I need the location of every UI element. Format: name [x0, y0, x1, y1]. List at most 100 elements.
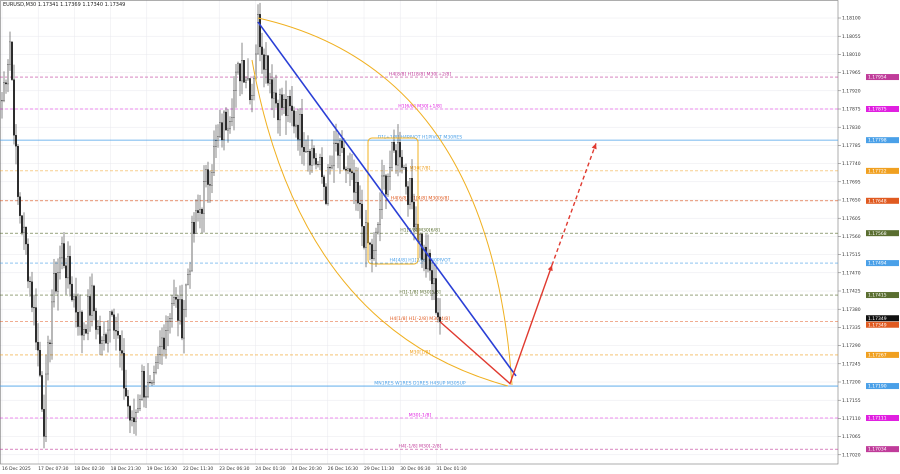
- y-tick-label: 1.17965: [842, 70, 861, 76]
- candle-body: [329, 167, 331, 169]
- murrey-level-label: D1[+1/8] H4PIVOT H1PIVOT M30RES: [378, 135, 463, 141]
- candle-body: [335, 142, 337, 144]
- candle-body: [259, 14, 261, 48]
- candle-body: [409, 178, 411, 205]
- candle-body: [405, 167, 407, 187]
- candle-body: [75, 296, 77, 313]
- x-tick-label: 16 Dec 2025: [2, 466, 31, 472]
- x-tick-label: 19 Dec 16:30: [147, 466, 177, 472]
- candle-body: [355, 182, 357, 193]
- murrey-level-label: H4[4/8] H1[2/8] M30PIVOT: [389, 258, 450, 264]
- candle-body: [247, 78, 249, 81]
- x-tick-label: 23 Dec 06:30: [219, 466, 249, 472]
- candle-body: [155, 362, 157, 373]
- price-tag-label: 1.17648: [868, 198, 887, 204]
- candle-body: [241, 60, 243, 82]
- candle-body: [407, 186, 409, 205]
- candle-body: [351, 171, 353, 174]
- candle-body: [375, 231, 377, 251]
- candle-body: [321, 157, 323, 178]
- candle-body: [271, 79, 273, 99]
- candle-body: [177, 299, 179, 321]
- y-tick-label: 1.18010: [842, 52, 861, 58]
- candle-body: [393, 141, 395, 151]
- price-tag-label: 1.17954: [868, 75, 887, 81]
- y-tick-label: 1.17560: [842, 234, 861, 240]
- candles: [1, 2, 441, 449]
- candle-body: [37, 342, 39, 351]
- candle-body: [185, 284, 187, 310]
- candle-body: [237, 63, 239, 73]
- candle-body: [345, 168, 347, 171]
- candle-body: [323, 176, 325, 187]
- candle-body: [249, 78, 251, 101]
- candle-body: [289, 96, 291, 107]
- candle-body: [153, 372, 155, 383]
- candle-body: [169, 318, 171, 322]
- candle-body: [299, 113, 301, 140]
- candle-body: [173, 297, 175, 304]
- candle-body: [69, 256, 71, 285]
- candle-body: [317, 164, 319, 166]
- candle-body: [189, 270, 191, 275]
- candle-body: [231, 117, 233, 122]
- y-tick-label: 1.17785: [842, 143, 861, 149]
- candle-body: [149, 382, 151, 383]
- murrey-level-label: H1[6/8] M30[+1/8]: [398, 104, 442, 110]
- candle-body: [199, 208, 201, 213]
- price-tag: [866, 230, 899, 237]
- candle-body: [311, 148, 313, 166]
- candle-body: [7, 64, 9, 85]
- price-tag-label: 1.17798: [868, 138, 887, 144]
- candle-body: [283, 99, 285, 108]
- candle-body: [369, 242, 371, 245]
- candle-body: [39, 350, 41, 376]
- candle-body: [399, 142, 401, 158]
- y-tick-label: 1.17920: [842, 88, 861, 94]
- price-tag-label: 1.17111: [868, 416, 887, 422]
- candle-body: [265, 55, 267, 70]
- candle-body: [179, 299, 181, 321]
- price-tag-label: 1.17875: [868, 107, 887, 113]
- candle-body: [121, 350, 123, 354]
- candle-body: [163, 337, 165, 350]
- murrey-level-label: H1[-1/8] M30[5/8]: [399, 290, 440, 296]
- murrey-level-label: H4[6/8] H1[4/8] M30[6/8]: [391, 195, 450, 201]
- candle-body: [313, 148, 315, 159]
- candle-body: [337, 143, 339, 156]
- candle-body: [217, 136, 219, 141]
- candle-body: [21, 215, 23, 233]
- price-tag: [866, 292, 899, 299]
- candle-body: [81, 311, 83, 336]
- candle-body: [371, 244, 373, 260]
- candle-body: [377, 224, 379, 233]
- price-tag: [866, 383, 899, 390]
- candle-body: [195, 210, 197, 234]
- candle-body: [279, 94, 281, 121]
- price-tag-label: 1.17722: [868, 168, 887, 174]
- candle-body: [161, 337, 163, 347]
- candle-body: [15, 135, 17, 147]
- y-tick-label: 1.17605: [842, 216, 861, 222]
- y-tick-label: 1.18100: [842, 16, 861, 22]
- candle-body: [395, 150, 397, 166]
- y-tick-label: 1.17875: [842, 107, 861, 113]
- candle-body: [261, 46, 263, 55]
- candle-body: [235, 71, 237, 91]
- candle-body: [117, 330, 119, 336]
- y-tick-label: 1.17290: [842, 343, 861, 349]
- candle-body: [53, 273, 55, 303]
- candle-body: [227, 128, 229, 131]
- candle-body: [101, 340, 103, 344]
- candle-body: [291, 105, 293, 111]
- candle-body: [13, 79, 15, 136]
- murrey-level-label: H1[3/8] M30[6/8]: [400, 228, 440, 234]
- candle-body: [77, 312, 79, 327]
- candle-body: [439, 316, 441, 322]
- candle-body: [213, 146, 215, 173]
- candle-body: [31, 281, 33, 308]
- candle-body: [79, 311, 81, 327]
- murrey-level-label: M30[1/8]: [410, 349, 431, 355]
- candle-body: [89, 296, 91, 316]
